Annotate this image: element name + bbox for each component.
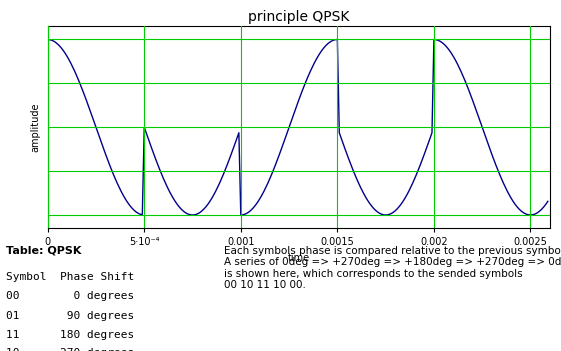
X-axis label: time: time	[288, 253, 310, 263]
Text: Each symbols phase is compared relative to the previous symbol.
A series of 0deg: Each symbols phase is compared relative …	[224, 246, 561, 291]
Text: Table: QPSK: Table: QPSK	[6, 246, 81, 256]
Y-axis label: amplitude: amplitude	[30, 102, 40, 152]
Text: 01       90 degrees: 01 90 degrees	[6, 311, 134, 320]
Title: principle QPSK: principle QPSK	[248, 10, 350, 24]
Text: 10      270 degrees: 10 270 degrees	[6, 348, 134, 351]
Text: 00        0 degrees: 00 0 degrees	[6, 291, 134, 301]
Text: 11      180 degrees: 11 180 degrees	[6, 330, 134, 340]
Text: Symbol  Phase Shift: Symbol Phase Shift	[6, 272, 134, 282]
